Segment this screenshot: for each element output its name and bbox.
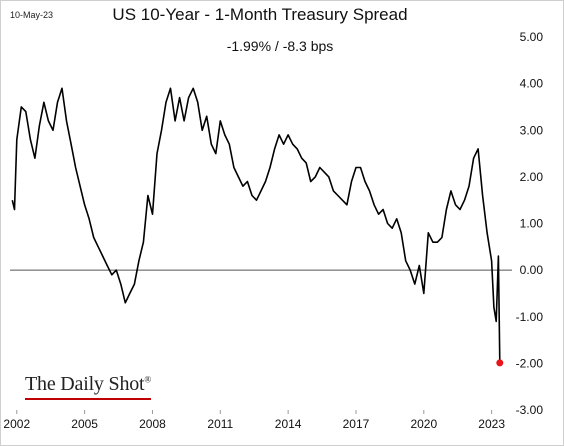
x-tick-label: 2017 xyxy=(343,417,370,431)
x-tick-label: 2023 xyxy=(478,417,505,431)
x-tick-label: 2005 xyxy=(71,417,98,431)
y-tick-label: -1.00 xyxy=(516,310,544,324)
brand-logo: The Daily Shot® xyxy=(25,373,151,396)
x-tick-label: 2011 xyxy=(207,417,233,431)
y-axis: 5.00 4.00 3.00 2.00 1.00 0.00 -1.00 -2.00 -3.00 xyxy=(516,30,544,417)
y-tick-label: 5.00 xyxy=(520,30,544,44)
last-value-marker xyxy=(496,359,504,367)
y-tick-label: -3.00 xyxy=(516,403,544,417)
x-tick-label: 2002 xyxy=(3,417,30,431)
chart-subtitle: -1.99% / -8.3 bps xyxy=(226,38,334,54)
y-tick-label: 0.00 xyxy=(520,263,544,277)
y-tick-label: 2.00 xyxy=(520,170,544,184)
y-tick-label: 4.00 xyxy=(520,77,544,91)
x-tick-label: 2008 xyxy=(139,417,166,431)
x-tick-label: 2020 xyxy=(410,417,437,431)
x-axis: 2002 2005 2008 2011 2014 2017 2020 2023 xyxy=(3,410,505,431)
series-line-spread xyxy=(11,87,501,363)
y-tick-label: 3.00 xyxy=(520,123,544,137)
x-tick-label: 2014 xyxy=(275,417,302,431)
chart-title: US 10-Year - 1-Month Treasury Spread xyxy=(112,5,408,24)
date-stamp: 10-May-23 xyxy=(10,10,54,20)
brand-underline xyxy=(25,398,151,400)
brand-registered-mark: ® xyxy=(144,374,152,385)
brand-name: The Daily Shot xyxy=(25,373,145,395)
y-tick-label: 1.00 xyxy=(520,217,544,231)
y-tick-label: -2.00 xyxy=(516,356,544,370)
